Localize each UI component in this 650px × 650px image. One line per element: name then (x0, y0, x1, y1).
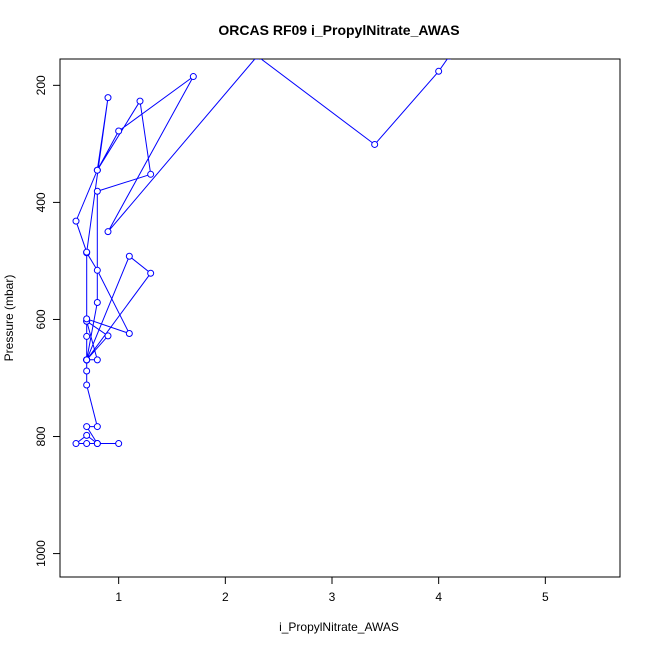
data-point (104, 228, 112, 236)
data-point (255, 59, 260, 60)
data-point (447, 59, 452, 60)
x-tick-label: 3 (329, 590, 336, 604)
data-point (125, 330, 133, 338)
y-axis-label: Pressure (mbar) (2, 275, 16, 362)
data-point (125, 252, 133, 260)
data-point (104, 94, 112, 102)
data-point (147, 170, 155, 178)
data-point (83, 356, 91, 364)
data-point (83, 440, 91, 448)
data-point (93, 266, 101, 274)
plot-frame (59, 58, 621, 578)
chart-title: ORCAS RF09 i_PropylNitrate_AWAS (218, 22, 459, 38)
data-point (147, 269, 155, 277)
y-tick-label: 400 (34, 192, 48, 212)
data-point (189, 73, 197, 81)
y-tick-label: 1000 (34, 540, 48, 567)
x-tick-label: 5 (542, 590, 549, 604)
data-point (83, 423, 91, 431)
x-tick-label: 1 (115, 590, 122, 604)
data-point (83, 248, 91, 256)
data-point (435, 67, 443, 75)
data-point (93, 298, 101, 306)
y-axis: 200 400 600 800 1000 (34, 75, 61, 567)
y-tick-label: 800 (34, 426, 48, 446)
y-tick-label: 600 (34, 309, 48, 329)
data-point (371, 140, 379, 148)
data-point (115, 440, 123, 448)
x-tick-label: 4 (435, 590, 442, 604)
data-point (83, 381, 91, 389)
x-tick-label: 2 (222, 590, 229, 604)
data-point (83, 431, 91, 439)
data-point (104, 332, 112, 340)
data-point (93, 423, 101, 431)
data-point (93, 187, 101, 195)
series-line (74, 59, 448, 444)
data-point (72, 440, 80, 448)
plot-area (72, 59, 452, 448)
data-point (72, 217, 80, 225)
x-axis: 1 2 3 4 5 (115, 576, 549, 604)
data-point (83, 315, 91, 323)
data-point (83, 367, 91, 375)
data-point (83, 332, 91, 340)
data-point (136, 97, 144, 105)
data-point (93, 356, 101, 364)
data-point (93, 440, 101, 448)
data-point (93, 166, 101, 174)
y-tick-label: 200 (34, 75, 48, 95)
x-axis-label: i_PropylNitrate_AWAS (279, 620, 399, 634)
data-point (115, 127, 123, 135)
